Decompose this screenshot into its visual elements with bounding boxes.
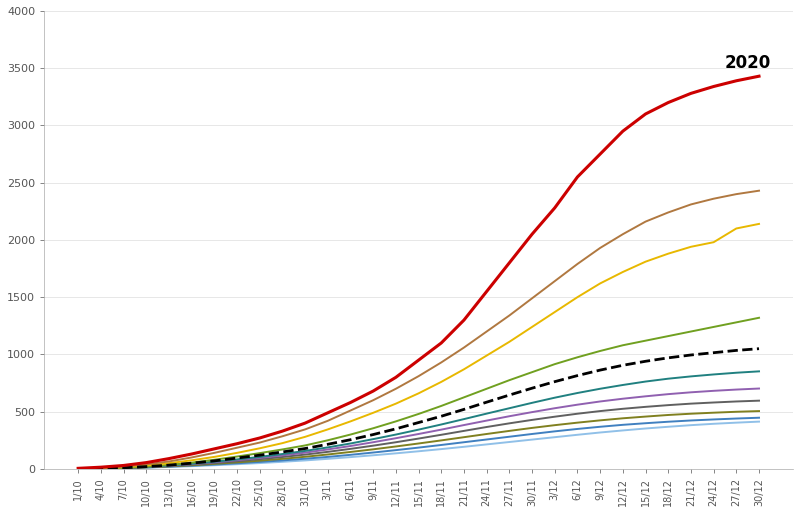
Text: 2020: 2020 (725, 54, 771, 72)
